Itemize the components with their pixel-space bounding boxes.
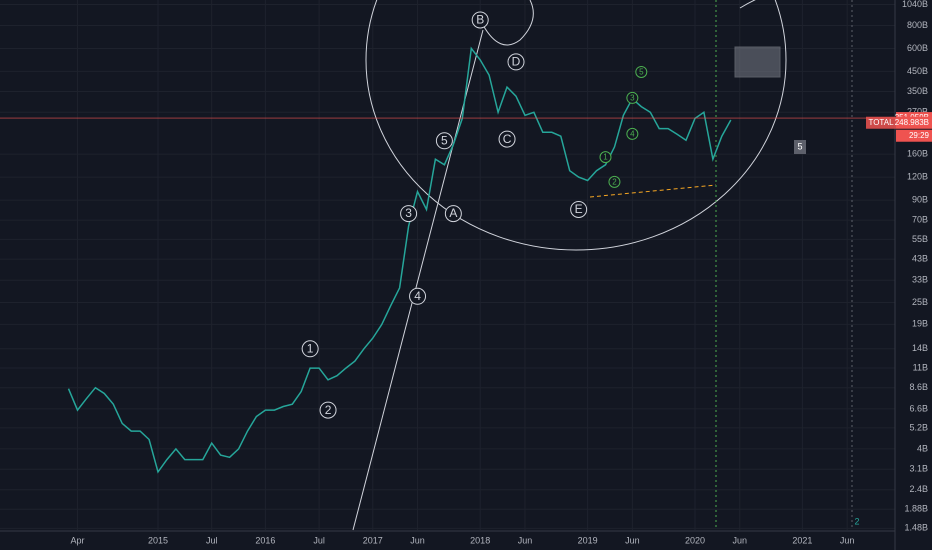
x-tick-label: 2015: [148, 535, 168, 545]
side-label: 5: [797, 141, 802, 151]
x-tick-label: 2016: [255, 535, 275, 545]
x-tick-label: Jun: [840, 535, 855, 545]
wave-marker: [608, 175, 621, 188]
countdown: 29:29: [909, 131, 930, 140]
y-tick-label: 70B: [912, 215, 928, 225]
wave-label: D: [512, 55, 521, 69]
y-tick-label: 2.4B: [909, 484, 928, 494]
wave-marker: [599, 151, 612, 164]
wave-marker: [507, 53, 525, 71]
wave-marker: [471, 11, 489, 29]
fib-spiral: [482, 0, 534, 46]
y-tick-label: 450B: [907, 66, 928, 76]
total-tag: [896, 116, 932, 129]
side-label-box: [794, 140, 806, 154]
y-tick-label: 4B: [917, 443, 928, 453]
target-box: [734, 46, 781, 78]
wave-marker: [301, 340, 319, 358]
x-tick-label: 2019: [578, 535, 598, 545]
price-line: [67, 46, 732, 474]
wave-marker: [626, 127, 639, 140]
y-tick-label: 1.88B: [904, 504, 928, 514]
y-tick-label: 5.2B: [909, 422, 928, 432]
y-tick-label: 3.1B: [909, 464, 928, 474]
wave-label: 5: [441, 133, 448, 147]
wave-label: 2: [325, 403, 332, 417]
y-tick-label: 11B: [913, 362, 928, 372]
side-label: 2: [854, 516, 859, 526]
wave-label: 4: [630, 129, 635, 138]
wave-label: 5: [639, 68, 644, 77]
wave-marker: [444, 205, 462, 223]
y-tick-label: 90B: [912, 194, 928, 204]
wave-marker: [570, 200, 588, 218]
y-tick-label: 19B: [912, 319, 928, 329]
wave-marker: [435, 132, 453, 150]
x-tick-label: Jun: [518, 535, 533, 545]
wave-marker: [498, 130, 516, 148]
x-tick-label: 2021: [792, 535, 812, 545]
wave-marker: [319, 401, 337, 419]
y-tick-label: 270B: [907, 107, 928, 117]
y-tick-label: 55B: [912, 234, 928, 244]
wave-label: A: [449, 206, 457, 220]
y-tick-label: 600B: [907, 43, 928, 53]
y-tick-label: 1.48B: [904, 523, 928, 533]
x-tick-label: Jul: [313, 535, 325, 545]
y-tick-label: 1040B: [902, 0, 928, 9]
total-name: TOTAL: [868, 118, 894, 127]
countdown-tag: [896, 129, 932, 142]
wave-label: 4: [414, 289, 421, 303]
wave-label: B: [476, 13, 484, 27]
fib-arc: [739, 0, 756, 9]
wave-marker: [409, 287, 427, 305]
plot: [67, 46, 732, 474]
x-tick-label: Jul: [206, 535, 218, 545]
wave-label: 3: [405, 206, 412, 220]
x-tick-label: 2018: [470, 535, 490, 545]
y-tick-label: 6.6B: [909, 403, 928, 413]
wave-label: E: [575, 202, 583, 216]
wave-label: 1: [307, 341, 314, 355]
y-tick-label: 350B: [907, 86, 928, 96]
wave-label: C: [503, 132, 512, 146]
wave-marker: [635, 65, 648, 78]
wave-label: 3: [630, 94, 635, 103]
x-tick-label: Apr: [70, 535, 84, 545]
y-tick-label: 25B: [912, 297, 928, 307]
wave-marker: [400, 205, 418, 223]
wave-label: 2: [612, 177, 617, 186]
x-tick-label: Jun: [410, 535, 425, 545]
trend-line: [352, 29, 484, 531]
fib-circle: [365, 0, 787, 251]
x-tick-label: 2020: [685, 535, 705, 545]
total-label: 248.983B: [895, 118, 929, 127]
x-tick-label: 2017: [363, 535, 383, 545]
y-tick-label: 160B: [907, 148, 928, 158]
y-tick-label: 120B: [907, 171, 928, 181]
support-line: [589, 184, 717, 198]
wave-marker: [626, 91, 639, 104]
y-tick-label: 33B: [912, 275, 928, 285]
y-tick-label: 43B: [912, 253, 928, 263]
wave-label: 1: [603, 153, 608, 162]
x-tick-label: Jun: [732, 535, 747, 545]
y-tick-label: 8.6B: [909, 382, 928, 392]
x-tick-label: Jun: [625, 535, 640, 545]
total-name-tag: [866, 116, 896, 129]
y-tick-label: 800B: [907, 20, 928, 30]
y-tick-label: 14B: [912, 343, 928, 353]
